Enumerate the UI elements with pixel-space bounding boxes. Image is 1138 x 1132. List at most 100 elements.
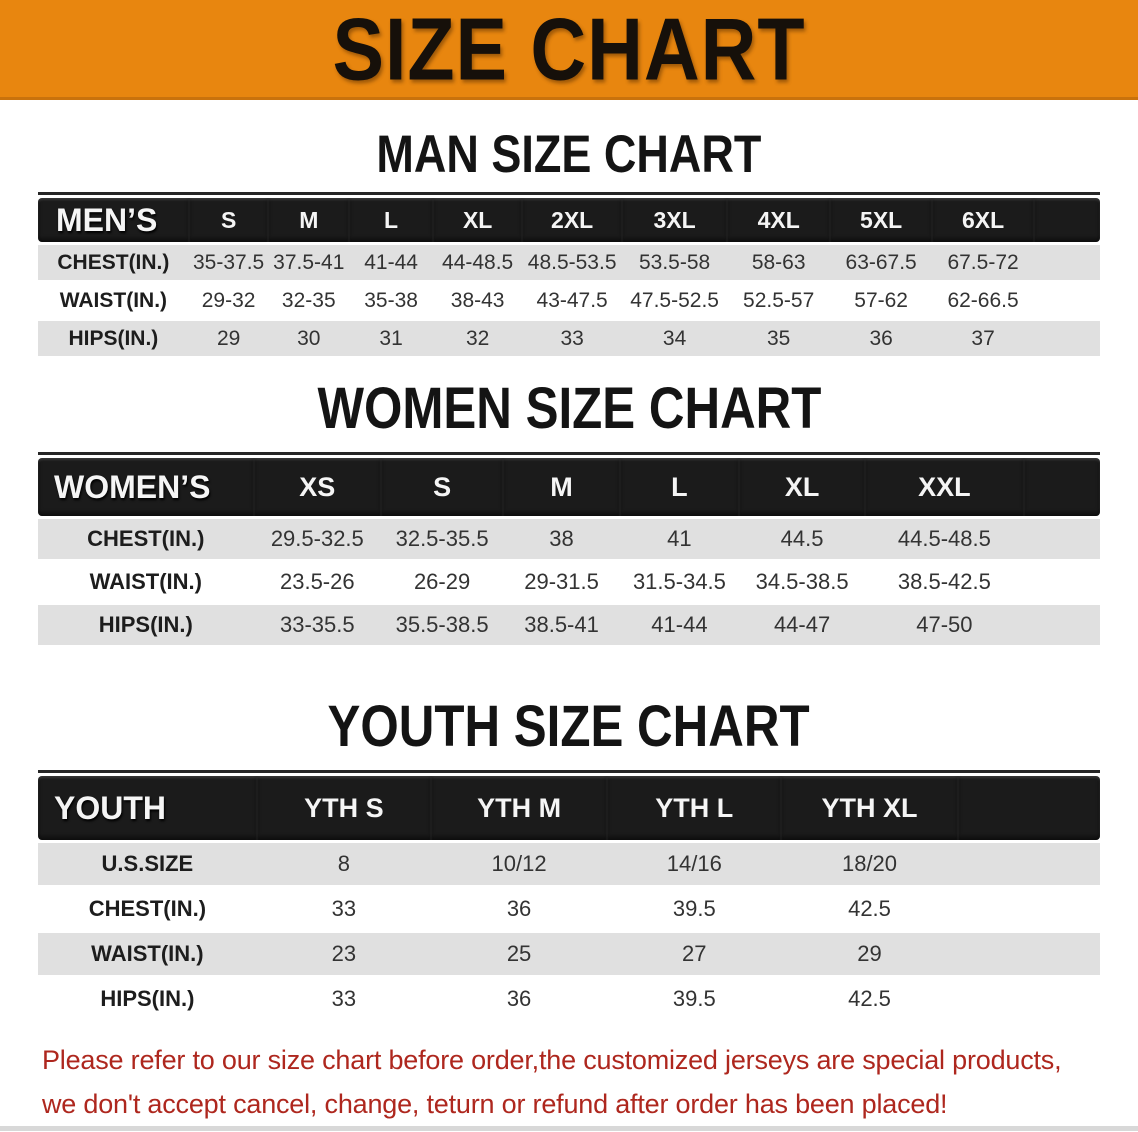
- size-value-cell: 35-38: [349, 283, 434, 318]
- bottom-edge-strip: [0, 1126, 1138, 1131]
- column-header-cell: XL: [433, 198, 523, 242]
- banner-title: SIZE CHART: [332, 0, 806, 98]
- spacer-cell: [1034, 198, 1100, 242]
- size-value-cell: 42.5: [781, 978, 958, 1020]
- size-value-cell: 33-35.5: [253, 605, 382, 645]
- spacer-cell: [957, 978, 1100, 1020]
- row-label-cell: HIPS(IN.): [38, 978, 257, 1020]
- row-label-cell: HIPS(IN.): [38, 321, 189, 356]
- table-header-label: WOMEN’S: [38, 458, 254, 516]
- size-value-cell: 29: [188, 321, 269, 356]
- youth-size-table: YOUTH YTH S YTH M YTH L YTH XL U.S.SIZE …: [38, 773, 1100, 1023]
- table-row: CHEST(IN.) 35-37.5 37.5-41 41-44 44-48.5…: [38, 245, 1100, 280]
- size-value-cell: 36: [430, 888, 608, 930]
- mens-size-table-wrap: MEN’S S M L XL 2XL 3XL 4XL 5XL 6XL CHEST…: [38, 192, 1100, 359]
- spacer-cell: [1023, 458, 1100, 516]
- size-value-cell: 8: [256, 843, 431, 885]
- column-header-cell: 3XL: [622, 198, 728, 242]
- column-header-cell: S: [381, 458, 504, 516]
- table-row: CHEST(IN.) 29.5-32.5 32.5-35.5 38 41 44.…: [38, 519, 1100, 559]
- table-row: CHEST(IN.) 33 36 39.5 42.5: [38, 888, 1100, 930]
- table-header-row: MEN’S S M L XL 2XL 3XL 4XL 5XL 6XL: [38, 198, 1100, 242]
- size-value-cell: 44.5-48.5: [865, 519, 1024, 559]
- size-value-cell: 38-43: [433, 283, 523, 318]
- column-header-cell: L: [349, 198, 434, 242]
- size-value-cell: 63-67.5: [830, 245, 933, 280]
- row-label-cell: CHEST(IN.): [38, 888, 257, 930]
- size-value-cell: 33: [256, 888, 431, 930]
- table-header-row: YOUTH YTH S YTH M YTH L YTH XL: [38, 776, 1100, 840]
- row-label-cell: CHEST(IN.): [38, 245, 189, 280]
- size-value-cell: 43-47.5: [522, 283, 623, 318]
- size-value-cell: 34.5-38.5: [738, 562, 866, 602]
- size-value-cell: 47.5-52.5: [622, 283, 728, 318]
- column-header-cell: XXL: [865, 458, 1024, 516]
- size-value-cell: 23: [256, 933, 431, 975]
- size-value-cell: 44.5: [738, 519, 866, 559]
- size-value-cell: 36: [430, 978, 608, 1020]
- men-section-heading-text: MAN SIZE CHART: [376, 124, 762, 184]
- size-value-cell: 35-37.5: [188, 245, 269, 280]
- size-value-cell: 44-48.5: [433, 245, 523, 280]
- size-value-cell: 62-66.5: [932, 283, 1035, 318]
- size-value-cell: 18/20: [781, 843, 958, 885]
- size-value-cell: 41-44: [349, 245, 434, 280]
- size-value-cell: 33: [522, 321, 623, 356]
- table-header-label: YOUTH: [38, 776, 257, 840]
- table-row: U.S.SIZE 8 10/12 14/16 18/20: [38, 843, 1100, 885]
- column-header-cell: 2XL: [522, 198, 623, 242]
- column-header-cell: YTH S: [256, 776, 431, 840]
- size-value-cell: 29-32: [188, 283, 269, 318]
- size-value-cell: 29: [781, 933, 958, 975]
- size-value-cell: 39.5: [607, 888, 782, 930]
- youth-size-table-wrap: YOUTH YTH S YTH M YTH L YTH XL U.S.SIZE …: [38, 770, 1100, 1023]
- size-value-cell: 36: [830, 321, 933, 356]
- column-header-cell: 4XL: [727, 198, 831, 242]
- column-header-cell: L: [619, 458, 739, 516]
- spacer-cell: [1034, 283, 1100, 318]
- size-value-cell: 31: [349, 321, 434, 356]
- youth-section-heading: YOUTH SIZE CHART: [0, 698, 1138, 756]
- row-label-cell: HIPS(IN.): [38, 605, 254, 645]
- spacer-cell: [1023, 605, 1100, 645]
- column-header-cell: XL: [738, 458, 866, 516]
- size-value-cell: 33: [256, 978, 431, 1020]
- table-row: WAIST(IN.) 29-32 32-35 35-38 38-43 43-47…: [38, 283, 1100, 318]
- spacer-cell: [957, 843, 1100, 885]
- size-value-cell: 14/16: [607, 843, 782, 885]
- size-value-cell: 32-35: [268, 283, 350, 318]
- table-row: HIPS(IN.) 33-35.5 35.5-38.5 38.5-41 41-4…: [38, 605, 1100, 645]
- row-label-cell: CHEST(IN.): [38, 519, 254, 559]
- column-header-cell: M: [503, 458, 620, 516]
- column-header-cell: XS: [253, 458, 382, 516]
- size-value-cell: 25: [430, 933, 608, 975]
- size-value-cell: 41: [619, 519, 739, 559]
- column-header-cell: S: [188, 198, 269, 242]
- spacer-cell: [957, 888, 1100, 930]
- row-label-cell: WAIST(IN.): [38, 562, 254, 602]
- womens-size-table: WOMEN’S XS S M L XL XXL CHEST(IN.) 29.5-…: [38, 455, 1100, 648]
- size-value-cell: 57-62: [830, 283, 933, 318]
- column-header-cell: 5XL: [830, 198, 933, 242]
- size-value-cell: 52.5-57: [727, 283, 831, 318]
- women-section-heading: WOMEN SIZE CHART: [0, 380, 1138, 438]
- spacer-cell: [957, 933, 1100, 975]
- row-label-cell: WAIST(IN.): [38, 283, 189, 318]
- size-value-cell: 47-50: [865, 605, 1024, 645]
- table-header-label: MEN’S: [38, 198, 189, 242]
- spacer-cell: [1023, 519, 1100, 559]
- size-value-cell: 29-31.5: [503, 562, 620, 602]
- women-section-heading-text: WOMEN SIZE CHART: [317, 376, 821, 441]
- spacer-cell: [1034, 245, 1100, 280]
- table-row: HIPS(IN.) 29 30 31 32 33 34 35 36 37: [38, 321, 1100, 356]
- size-value-cell: 32.5-35.5: [381, 519, 504, 559]
- mens-size-table: MEN’S S M L XL 2XL 3XL 4XL 5XL 6XL CHEST…: [38, 195, 1100, 359]
- size-value-cell: 37.5-41: [268, 245, 350, 280]
- table-row: WAIST(IN.) 23 25 27 29: [38, 933, 1100, 975]
- size-value-cell: 31.5-34.5: [619, 562, 739, 602]
- disclaimer-line-2: we don't accept cancel, change, teturn o…: [42, 1089, 948, 1119]
- size-value-cell: 38.5-42.5: [865, 562, 1024, 602]
- column-header-cell: YTH L: [607, 776, 782, 840]
- size-value-cell: 34: [622, 321, 728, 356]
